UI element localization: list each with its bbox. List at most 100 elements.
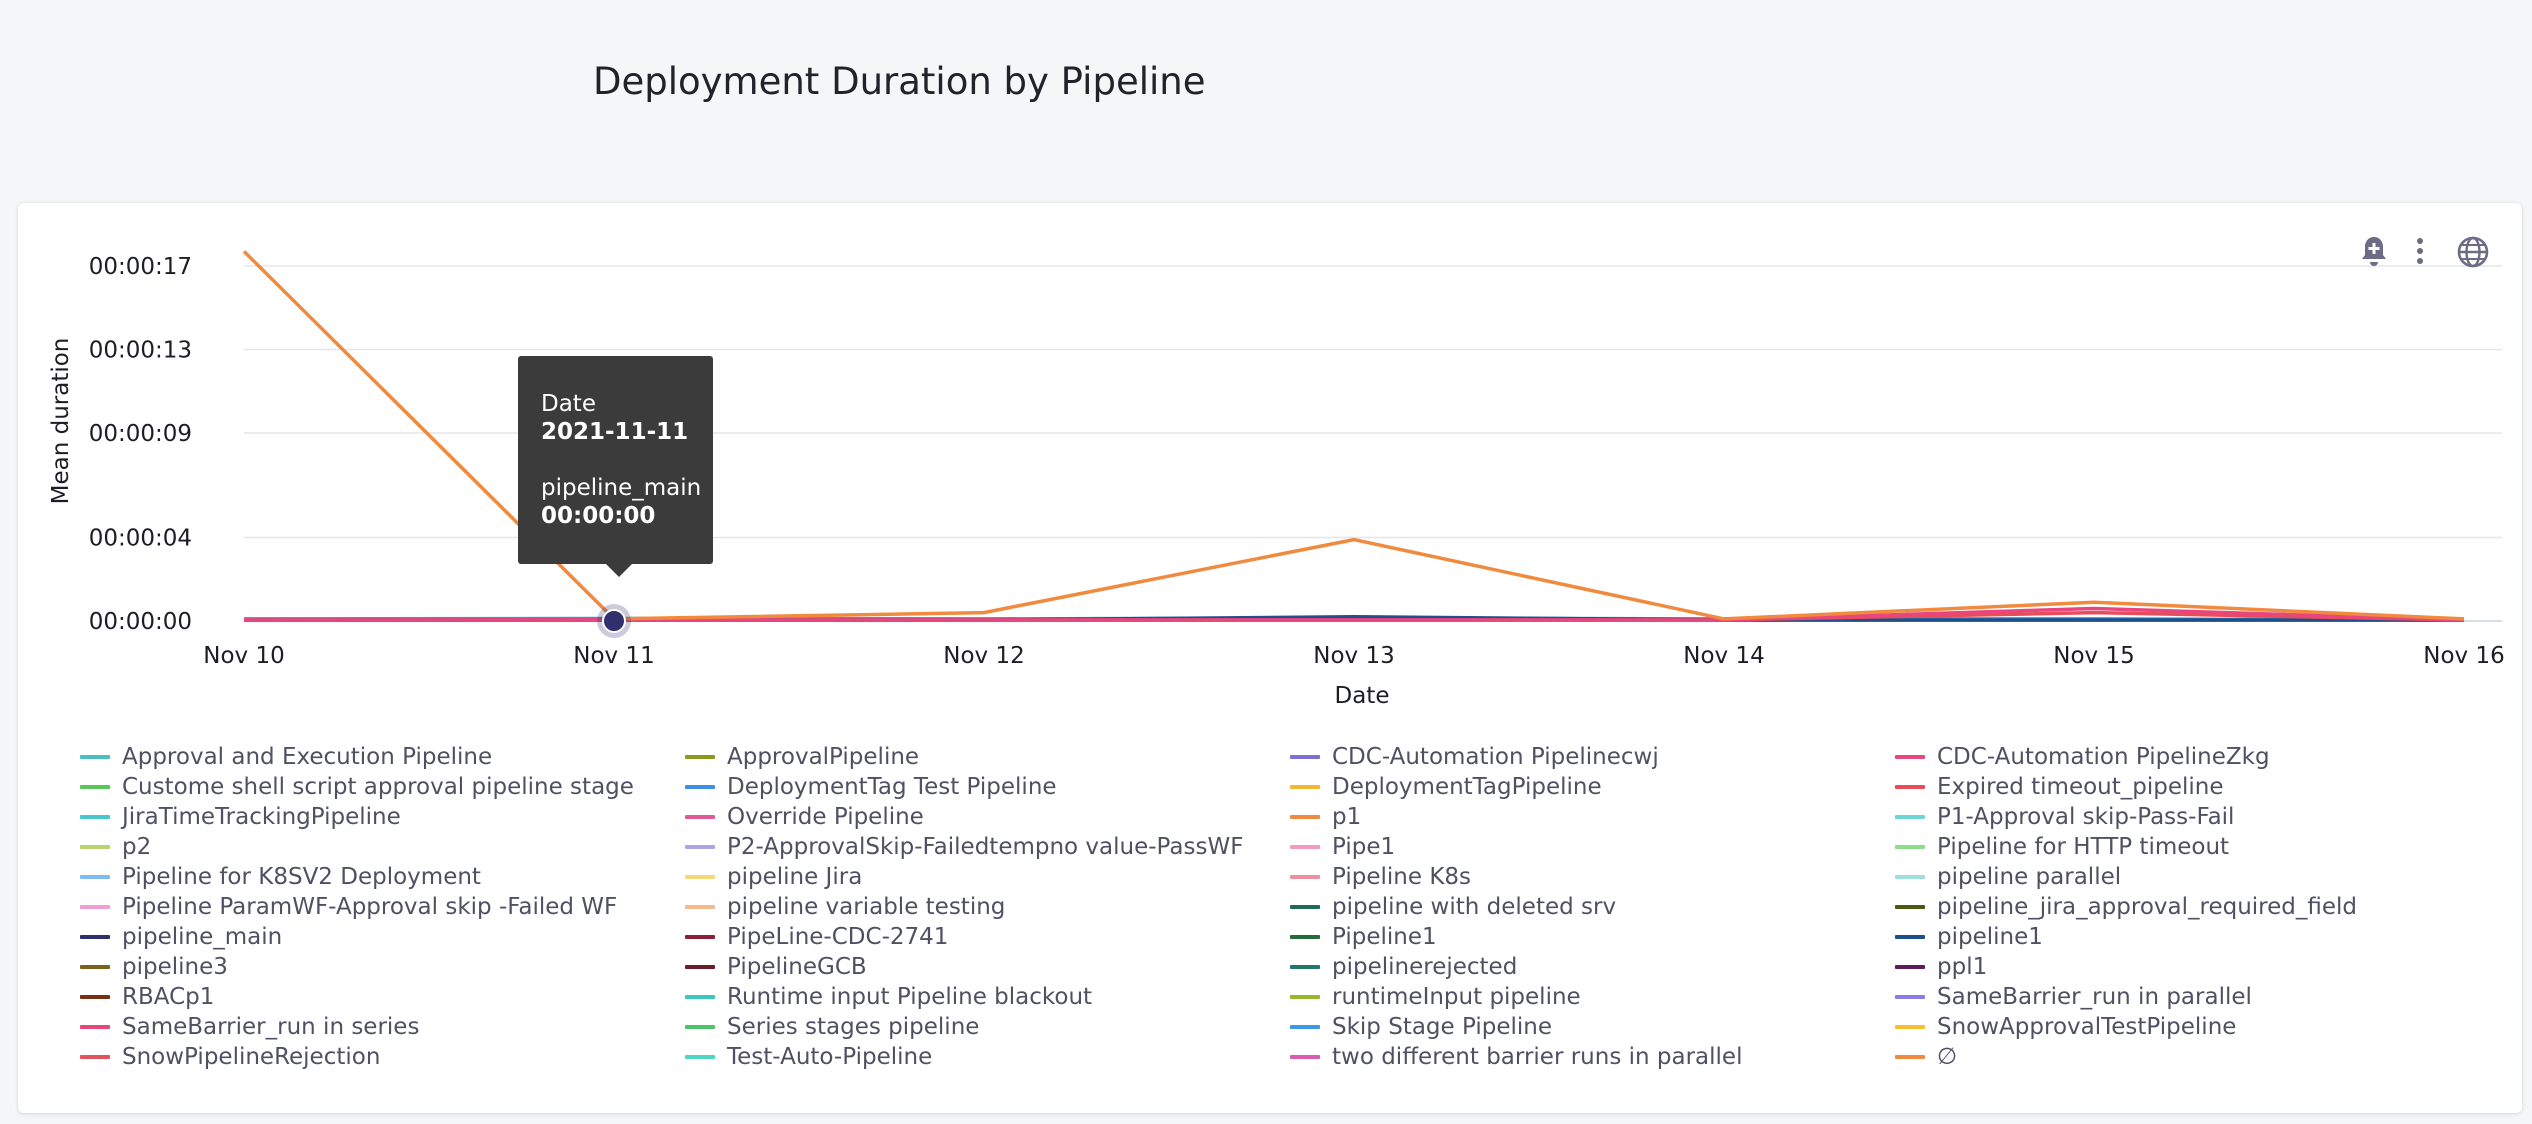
legend-item[interactable]: Pipeline for HTTP timeout: [1895, 832, 2500, 862]
legend-label: Override Pipeline: [727, 804, 924, 830]
legend-item[interactable]: Test-Auto-Pipeline: [685, 1042, 1290, 1072]
legend-item[interactable]: SnowPipelineRejection: [80, 1042, 685, 1072]
legend-swatch: [1895, 935, 1925, 939]
legend-item[interactable]: p1: [1290, 802, 1895, 832]
x-tick-label: Nov 16: [2423, 643, 2504, 669]
legend-item[interactable]: P1-Approval skip-Pass-Fail: [1895, 802, 2500, 832]
legend-label: PipeLine-CDC-2741: [727, 924, 949, 950]
legend-swatch: [685, 1025, 715, 1029]
legend-item[interactable]: Custome shell script approval pipeline s…: [80, 772, 685, 802]
legend-item[interactable]: pipeline parallel: [1895, 862, 2500, 892]
page-title: Deployment Duration by Pipeline: [593, 60, 1206, 103]
legend-label: Series stages pipeline: [727, 1014, 980, 1040]
legend-label: PipelineGCB: [727, 954, 867, 980]
legend-swatch: [80, 995, 110, 999]
legend-item[interactable]: DeploymentTag Test Pipeline: [685, 772, 1290, 802]
legend-swatch: [1290, 815, 1320, 819]
legend-label: pipeline_main: [122, 924, 283, 950]
x-tick-label: Nov 10: [203, 643, 284, 669]
legend-label: DeploymentTag Test Pipeline: [727, 774, 1057, 800]
legend-item[interactable]: pipeline1: [1895, 922, 2500, 952]
legend-swatch: [1290, 845, 1320, 849]
legend-item[interactable]: runtimeInput pipeline: [1290, 982, 1895, 1012]
legend-item[interactable]: CDC-Automation Pipelinecwj: [1290, 742, 1895, 772]
legend-swatch: [1290, 785, 1320, 789]
legend-label: SnowPipelineRejection: [122, 1044, 381, 1070]
globe-icon[interactable]: [2456, 235, 2490, 269]
legend-label: RBACp1: [122, 984, 215, 1010]
legend-item[interactable]: Override Pipeline: [685, 802, 1290, 832]
legend-item[interactable]: pipeline with deleted srv: [1290, 892, 1895, 922]
legend-swatch: [685, 755, 715, 759]
legend-item[interactable]: P2-ApprovalSkip-Failedtempno value-PassW…: [685, 832, 1290, 862]
legend-item[interactable]: JiraTimeTrackingPipeline: [80, 802, 685, 832]
legend-label: Pipeline K8s: [1332, 864, 1472, 890]
legend-swatch: [685, 845, 715, 849]
legend-item[interactable]: Pipeline1: [1290, 922, 1895, 952]
legend-swatch: [80, 1055, 110, 1059]
legend-swatch: [1290, 755, 1320, 759]
legend-item[interactable]: p2: [80, 832, 685, 862]
legend-swatch: [1290, 935, 1320, 939]
bell-plus-icon[interactable]: [2358, 234, 2390, 268]
legend-label: pipeline3: [122, 954, 228, 980]
legend-item[interactable]: RBACp1: [80, 982, 685, 1012]
legend-label: P1-Approval skip-Pass-Fail: [1937, 804, 2235, 830]
legend-swatch: [685, 905, 715, 909]
x-tick-label: Nov 13: [1313, 643, 1394, 669]
legend-item[interactable]: ∅: [1895, 1042, 2500, 1072]
x-tick-label: Nov 12: [943, 643, 1024, 669]
legend-swatch: [685, 1055, 715, 1059]
legend-item[interactable]: SameBarrier_run in series: [80, 1012, 685, 1042]
legend-item[interactable]: Pipeline ParamWF-Approval skip -Failed W…: [80, 892, 685, 922]
legend-item[interactable]: two different barrier runs in parallel: [1290, 1042, 1895, 1072]
legend-label: Custome shell script approval pipeline s…: [122, 774, 634, 800]
legend-swatch: [685, 935, 715, 939]
legend-item[interactable]: ApprovalPipeline: [685, 742, 1290, 772]
legend-swatch: [80, 755, 110, 759]
legend-swatch: [80, 965, 110, 969]
legend-label: ∅: [1937, 1044, 1958, 1070]
legend-item[interactable]: CDC-Automation PipelineZkg: [1895, 742, 2500, 772]
legend-item[interactable]: pipeline_main: [80, 922, 685, 952]
legend-item[interactable]: Expired timeout_pipeline: [1895, 772, 2500, 802]
legend-item[interactable]: pipeline_jira_approval_required_field: [1895, 892, 2500, 922]
legend-label: SameBarrier_run in parallel: [1937, 984, 2252, 1010]
legend-item[interactable]: Skip Stage Pipeline: [1290, 1012, 1895, 1042]
line-chart[interactable]: 00:00:00 00:00:04 00:00:09 00:00:13 00:00:17…: [18, 203, 2522, 733]
legend-item[interactable]: pipeline Jira: [685, 862, 1290, 892]
legend-swatch: [1895, 905, 1925, 909]
legend-item[interactable]: Pipe1: [1290, 832, 1895, 862]
legend-swatch: [1895, 875, 1925, 879]
legend-label: ppl1: [1937, 954, 1988, 980]
legend-label: p2: [122, 834, 152, 860]
x-tick-label: Nov 15: [2053, 643, 2134, 669]
legend-swatch: [80, 875, 110, 879]
legend-label: Pipeline1: [1332, 924, 1437, 950]
legend-item[interactable]: Approval and Execution Pipeline: [80, 742, 685, 772]
more-vert-icon[interactable]: [2413, 236, 2427, 266]
x-axis-title: Date: [1335, 683, 1390, 709]
legend-item[interactable]: Runtime input Pipeline blackout: [685, 982, 1290, 1012]
legend-swatch: [1290, 1055, 1320, 1059]
legend-item[interactable]: pipeline3: [80, 952, 685, 982]
tooltip-date-value: 2021-11-11: [541, 419, 689, 445]
legend-item[interactable]: ppl1: [1895, 952, 2500, 982]
legend-label: Skip Stage Pipeline: [1332, 1014, 1553, 1040]
legend-label: runtimeInput pipeline: [1332, 984, 1581, 1010]
legend-label: pipeline Jira: [727, 864, 863, 890]
legend-item[interactable]: PipeLine-CDC-2741: [685, 922, 1290, 952]
legend-item[interactable]: PipelineGCB: [685, 952, 1290, 982]
legend-label: CDC-Automation Pipelinecwj: [1332, 744, 1659, 770]
legend-item[interactable]: Pipeline K8s: [1290, 862, 1895, 892]
legend-label: pipeline1: [1937, 924, 2043, 950]
legend-item[interactable]: Series stages pipeline: [685, 1012, 1290, 1042]
x-tick-label: Nov 11: [573, 643, 654, 669]
legend-item[interactable]: pipelinerejected: [1290, 952, 1895, 982]
legend-item[interactable]: SnowApprovalTestPipeline: [1895, 1012, 2500, 1042]
legend-item[interactable]: DeploymentTagPipeline: [1290, 772, 1895, 802]
legend-item[interactable]: SameBarrier_run in parallel: [1895, 982, 2500, 1012]
legend-item[interactable]: Pipeline for K8SV2 Deployment: [80, 862, 685, 892]
highlight-point[interactable]: [602, 609, 626, 633]
legend-item[interactable]: pipeline variable testing: [685, 892, 1290, 922]
